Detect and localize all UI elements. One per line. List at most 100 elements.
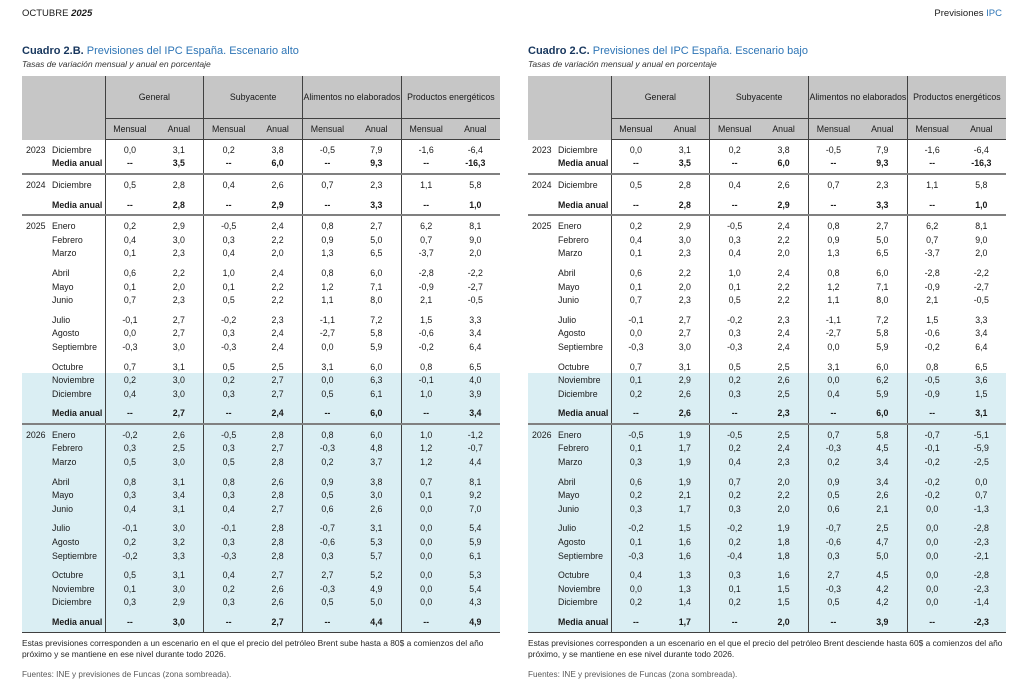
table-row: Noviembre 0,1 2,9 0,2 2,6 0,0 6,2 -0,5 3,6 — [528, 373, 1006, 387]
subheader-anual: Anual — [351, 118, 402, 140]
value-cell: 0,8 — [301, 219, 352, 233]
value-cell: 0,4 — [203, 246, 254, 261]
value-cell: -- — [203, 197, 254, 212]
year-cell — [528, 628, 556, 633]
row-label-cell: Octubre — [50, 568, 105, 583]
row-label-cell — [556, 628, 611, 633]
value-cell — [906, 214, 957, 220]
value-cell: 2,0 — [678, 281, 691, 292]
value-cell — [759, 420, 809, 425]
value-cell: 0,3 — [610, 502, 661, 516]
value-cell: 3,9 — [450, 386, 500, 401]
value-cell: 6,5 — [975, 361, 988, 372]
value-cell — [759, 515, 809, 522]
table-row: Octubre 0,7 3,1 0,5 2,5 3,1 6,0 0,8 6,5 — [22, 359, 500, 374]
value-cell: 1,5 — [956, 386, 1006, 401]
value-cell: 0,3 — [301, 548, 352, 563]
value-cell: 0,7 — [807, 428, 858, 442]
value-cell — [301, 139, 352, 143]
value-cell: 4,3 — [450, 595, 500, 610]
row-label-cell — [50, 515, 105, 522]
value-cell — [857, 214, 908, 220]
value-cell: -0,4 — [709, 548, 760, 563]
value-cell: 7,1 — [370, 281, 383, 292]
value-cell: -- — [301, 156, 352, 171]
value-cell: 0,1 — [104, 279, 155, 294]
table-row: Mayo 0,1 2,0 0,1 2,2 1,2 7,1 -0,9 -2,7 — [528, 279, 1006, 294]
value-cell — [807, 173, 858, 179]
value-cell — [400, 260, 451, 267]
value-cell: 2,4 — [777, 221, 790, 232]
table-row: Agosto 0,2 3,2 0,3 2,8 -0,6 5,3 0,0 5,9 — [22, 535, 500, 549]
value-cell: 4,0 — [450, 373, 500, 387]
value-cell: 2,9 — [154, 595, 204, 610]
row-label-cell: Noviembre — [50, 582, 105, 596]
value-cell — [610, 211, 661, 216]
value-cell: 1,1 — [301, 293, 352, 307]
value-cell: -- — [709, 197, 760, 212]
value-cell: 0,0 — [807, 340, 858, 354]
value-cell — [906, 211, 957, 216]
row-label-cell: Diciembre — [558, 179, 598, 190]
value-cell: 3,7 — [351, 455, 402, 469]
value-cell: -0,2 — [906, 455, 957, 469]
value-cell — [709, 468, 760, 475]
value-cell — [956, 515, 1006, 522]
value-cell: 6,5 — [370, 248, 383, 259]
value-cell: 1,0 — [469, 199, 482, 210]
value-cell: 0,5 — [807, 488, 858, 503]
value-cell: 0,4 — [610, 232, 661, 247]
table-row: 2025 Enero 0,2 2,9 -0,5 2,4 0,8 2,7 6,2 8,1 — [528, 219, 1006, 233]
value-cell: -16,3 — [465, 158, 486, 169]
value-cell — [400, 515, 451, 522]
value-cell — [104, 211, 155, 216]
value-cell: 3,8 — [351, 474, 402, 489]
value-cell — [104, 609, 155, 616]
value-cell — [253, 420, 303, 425]
value-cell — [857, 515, 908, 522]
table-row: Media anual -- 2,6 -- 2,3 -- 6,0 -- 3,1 — [528, 406, 1006, 421]
value-cell: 0,0 — [610, 326, 661, 341]
value-cell — [759, 423, 809, 429]
table-source: Fuentes: INE y previsiones de Funcas (zo… — [528, 669, 738, 679]
value-cell: 0,3 — [203, 535, 254, 549]
table-row: Agosto 0,0 2,7 0,3 2,4 -2,7 5,8 -0,6 3,4 — [22, 326, 500, 341]
value-cell — [253, 423, 303, 429]
value-cell: -- — [203, 406, 254, 421]
value-cell — [709, 170, 760, 175]
table-title-prefix: Cuadro 2.C. — [528, 45, 590, 57]
value-cell — [956, 609, 1006, 616]
value-cell: 0,1 — [610, 441, 661, 456]
value-cell: 0,8 — [400, 359, 451, 374]
year-cell: 2024 — [532, 179, 552, 190]
year-cell — [22, 474, 50, 489]
value-cell: 0,5 — [203, 455, 254, 469]
value-cell: 2,6 — [253, 582, 303, 596]
value-cell: -- — [906, 156, 957, 171]
value-cell — [759, 400, 809, 407]
row-label-cell — [50, 214, 105, 220]
value-cell: 2,6 — [857, 488, 908, 503]
value-cell: 0,9 — [807, 474, 858, 489]
value-cell — [104, 420, 155, 425]
row-label-cell: Agosto — [556, 535, 611, 549]
value-cell: 7,9 — [370, 144, 383, 155]
value-cell: 5,8 — [876, 328, 889, 339]
subheader-mensual: Mensual — [610, 118, 661, 140]
spacer-row — [528, 609, 1006, 616]
value-cell: 0,4 — [203, 178, 254, 192]
value-cell: 1,7 — [660, 441, 710, 456]
value-cell — [660, 420, 710, 425]
value-cell: 2,9 — [660, 373, 710, 387]
value-cell: 0,2 — [104, 219, 155, 233]
header-stub-cell — [22, 76, 105, 140]
year-cell — [22, 423, 50, 429]
year-cell — [22, 360, 50, 374]
value-cell — [253, 400, 303, 407]
value-cell: -0,3 — [203, 340, 254, 354]
row-label-cell: Junio — [558, 295, 580, 306]
panel-escenario-alto: Cuadro 2.B. Previsiones del IPC España. E… — [22, 45, 500, 679]
value-cell: -0,5 — [807, 143, 858, 157]
row-label-cell — [556, 214, 611, 220]
value-cell: -0,3 — [104, 340, 155, 354]
